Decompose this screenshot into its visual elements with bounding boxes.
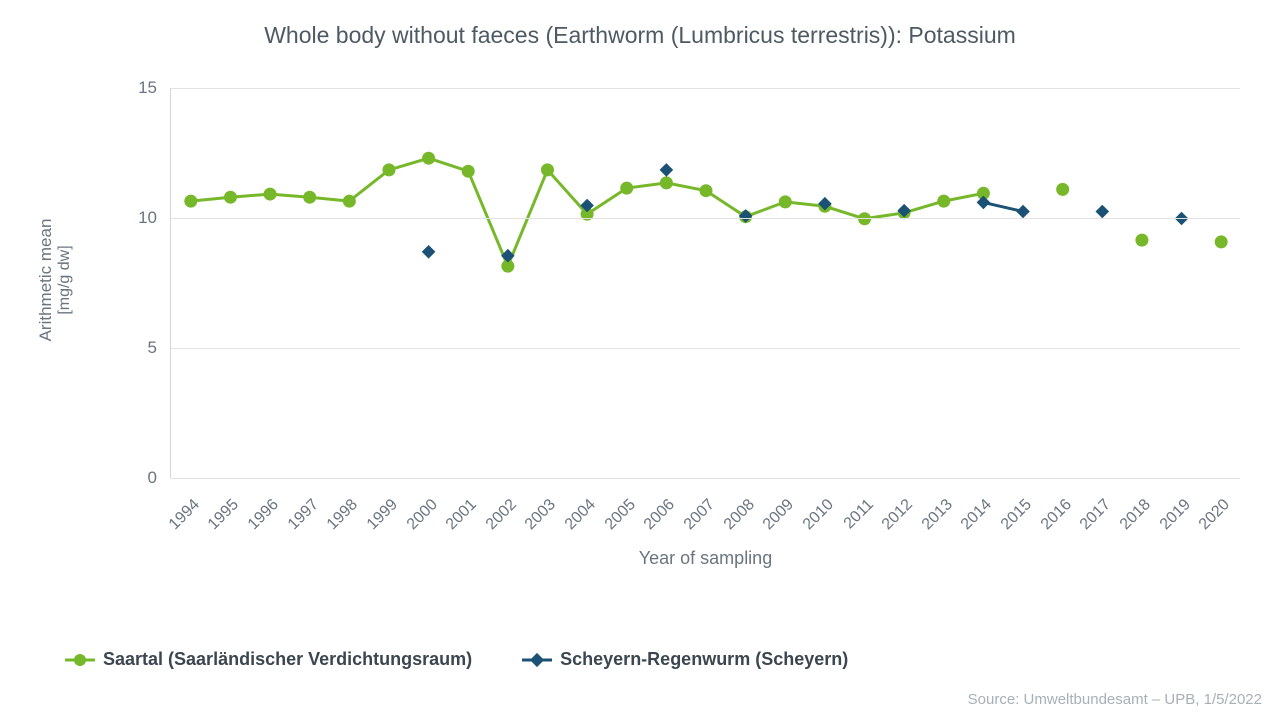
data-point[interactable] [1016,205,1030,219]
data-point[interactable] [1215,235,1228,248]
data-point[interactable] [779,195,792,208]
x-tick-label: 2000 [403,496,441,534]
x-tick-label: 2020 [1196,496,1234,534]
chart-title: Whole body without faeces (Earthworm (Lu… [0,22,1280,49]
legend-swatch-scheyern [522,651,552,669]
x-tick-label: 2017 [1077,496,1115,534]
legend-label: Scheyern-Regenwurm (Scheyern) [560,649,848,670]
x-tick-label: 2014 [958,496,996,534]
gridline [171,348,1240,349]
plot-area: Year of sampling 05101519941995199619971… [170,88,1240,478]
x-tick-label: 2003 [522,496,560,534]
x-tick-label: 1995 [205,496,243,534]
legend-swatch-saartal [65,651,95,669]
source-attribution: Source: Umweltbundesamt – UPB, 1/5/2022 [968,691,1262,708]
x-tick-label: 1999 [364,496,402,534]
x-tick-label: 2019 [1156,496,1194,534]
gridline [171,218,1240,219]
data-point[interactable] [343,195,356,208]
data-point[interactable] [422,152,435,165]
x-tick-label: 2007 [681,496,719,534]
x-tick-label: 2005 [602,496,640,534]
x-tick-label: 2009 [760,496,798,534]
data-point[interactable] [1096,205,1110,219]
data-point[interactable] [303,191,316,204]
gridline [171,478,1240,479]
x-axis-title: Year of sampling [639,548,772,569]
y-axis-title-line1: Arithmetic mean [36,219,55,342]
legend-label: Saartal (Saarländischer Verdichtungsraum… [103,649,472,670]
data-point[interactable] [620,182,633,195]
data-point[interactable] [937,195,950,208]
x-tick-label: 2010 [800,496,838,534]
data-point[interactable] [264,188,277,201]
legend-item-scheyern[interactable]: Scheyern-Regenwurm (Scheyern) [522,649,848,670]
data-point[interactable] [422,245,436,259]
y-tick-label: 10 [138,208,157,228]
x-tick-label: 1998 [324,496,362,534]
legend: Saartal (Saarländischer Verdichtungsraum… [65,649,848,670]
x-tick-label: 2016 [1037,496,1075,534]
data-point[interactable] [1056,183,1069,196]
chart-svg [171,88,1240,478]
x-tick-label: 2012 [879,496,917,534]
x-tick-label: 2006 [641,496,679,534]
data-point[interactable] [184,195,197,208]
x-tick-label: 2015 [998,496,1036,534]
y-tick-label: 5 [148,338,157,358]
y-axis-title: Arithmetic mean [mg/g dw] [36,219,74,342]
x-tick-label: 2004 [562,496,600,534]
data-point[interactable] [660,176,673,189]
x-tick-label: 2018 [1117,496,1155,534]
chart-container: Whole body without faeces (Earthworm (Lu… [0,0,1280,720]
x-tick-label: 2013 [919,496,957,534]
data-point[interactable] [224,191,237,204]
x-tick-label: 2002 [483,496,521,534]
legend-item-saartal[interactable]: Saartal (Saarländischer Verdichtungsraum… [65,649,472,670]
gridline [171,88,1240,89]
y-axis-title-line2: [mg/g dw] [56,219,74,342]
y-tick-label: 0 [148,468,157,488]
x-tick-label: 1996 [245,496,283,534]
x-tick-label: 2001 [443,496,481,534]
data-point[interactable] [700,184,713,197]
x-tick-label: 2008 [720,496,758,534]
series-line [983,202,1023,211]
data-point[interactable] [382,163,395,176]
x-tick-label: 1994 [166,496,204,534]
data-point[interactable] [462,165,475,178]
data-point[interactable] [660,163,674,177]
x-tick-label: 1997 [285,496,323,534]
y-tick-label: 15 [138,78,157,98]
x-tick-label: 2011 [840,496,877,533]
data-point[interactable] [1135,234,1148,247]
data-point[interactable] [541,163,554,176]
